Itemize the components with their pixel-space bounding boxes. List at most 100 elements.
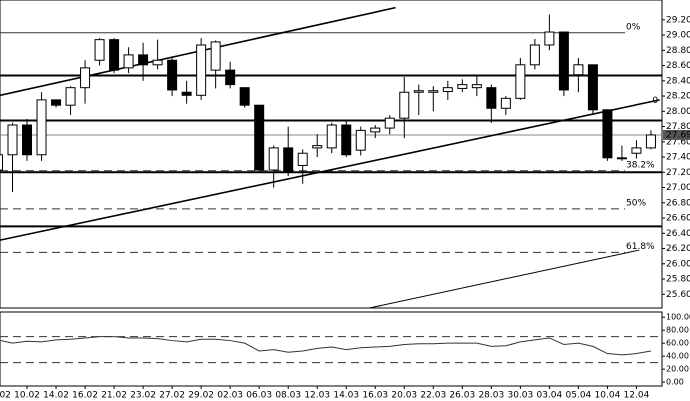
last-price-label: 27.69 <box>666 130 690 140</box>
y-tick-label: 28.00 <box>666 107 690 117</box>
x-tick-label: 26.03 <box>449 391 475 401</box>
y-tick-label: 29.20 <box>666 15 690 25</box>
y-tick-label: 27.60 <box>666 137 690 147</box>
x-tick-label: 05.04 <box>566 391 592 401</box>
candle-body <box>297 152 308 166</box>
trend-line <box>0 99 660 241</box>
candle-body <box>138 54 149 66</box>
fib-label: 50% <box>626 198 646 208</box>
y-tick-label: 27.40 <box>666 153 690 163</box>
last-price-box <box>663 129 690 140</box>
candle-body <box>0 154 3 171</box>
candle-body <box>109 39 120 71</box>
axes: 25.60 25.80 26.00 26.20 26.40 26.60 26.80 27.00… <box>0 15 690 401</box>
candle-body <box>573 64 584 76</box>
y-tick-label: 20.00 <box>666 365 689 374</box>
candle-body <box>486 87 497 109</box>
candle-body <box>312 145 323 149</box>
candle-body <box>355 129 366 151</box>
candle-body <box>544 31 555 46</box>
x-tick-label: 30.03 <box>507 391 533 401</box>
y-tick-label: 60.00 <box>666 339 689 348</box>
candle-body <box>529 44 540 66</box>
annotation: 0 <box>652 96 658 106</box>
candle-body <box>645 134 656 149</box>
x-tick-label: 14.02 <box>43 391 69 401</box>
candle-body <box>94 39 105 61</box>
candle-body <box>65 87 76 106</box>
candle-body <box>239 87 250 106</box>
y-tick-label: 28.20 <box>666 92 690 102</box>
y-tick-label: 26.00 <box>666 259 690 269</box>
candle-body <box>80 67 91 89</box>
fib-label: 38.2% <box>626 160 655 170</box>
y-tick-label: 28.80 <box>666 46 690 56</box>
candle-body <box>123 54 134 69</box>
x-tick-label: 23.02 <box>130 391 156 401</box>
candle-body <box>341 124 352 156</box>
x-tick-label: 22.03 <box>420 391 446 401</box>
x-tick-label: 27.02 <box>159 391 185 401</box>
candle-body <box>370 127 381 133</box>
candle-body <box>51 99 62 106</box>
x-tick-label: 16.02 <box>72 391 98 401</box>
y-tick-label: 27.20 <box>666 168 690 178</box>
main-panel <box>0 0 663 309</box>
candle-body <box>254 104 265 171</box>
x-tick-label: 12.04 <box>624 391 650 401</box>
y-tick-label: 27.80 <box>666 122 690 132</box>
y-tick-label: 0.00 <box>666 378 684 387</box>
candle-body <box>602 109 613 159</box>
candle-body <box>22 124 33 156</box>
rsi-plot <box>0 336 662 364</box>
trend-line <box>369 249 640 308</box>
y-tick-label: 26.60 <box>666 214 690 224</box>
candle-body <box>471 84 482 89</box>
y-tick-label: 25.60 <box>666 290 690 300</box>
x-tick-label: 16.03 <box>362 391 388 401</box>
candle-body <box>167 59 178 91</box>
candle-body <box>457 84 468 89</box>
x-tick-label: 08.03 <box>275 391 301 401</box>
x-tick-label: 28.03 <box>478 391 504 401</box>
x-tick-label: 10.04 <box>595 391 621 401</box>
candle-body <box>210 41 221 71</box>
candle-body <box>36 99 47 156</box>
y-tick-label: 28.60 <box>666 61 690 71</box>
x-tick-label: 14.03 <box>333 391 359 401</box>
candle-body <box>558 31 569 91</box>
candle-body <box>413 90 424 93</box>
candle-body <box>152 59 163 66</box>
y-tick-label: 27.00 <box>666 183 690 193</box>
y-tick-label: 28.40 <box>666 76 690 86</box>
y-tick-label: 26.20 <box>666 244 690 254</box>
x-tick-label: 12.03 <box>304 391 330 401</box>
candle-body <box>225 69 236 86</box>
y-tick-label: 26.40 <box>666 229 690 239</box>
x-tick-label: 20.03 <box>391 391 417 401</box>
x-tick-label: 10.02 <box>14 391 40 401</box>
candle-body <box>515 64 526 99</box>
x-tick-label: 06.03 <box>246 391 272 401</box>
y-tick-label: 100.00 <box>666 313 690 322</box>
x-tick-label: 21.02 <box>101 391 127 401</box>
candle-body <box>268 147 279 171</box>
candle-body <box>196 44 207 96</box>
x-tick-label: 29.02 <box>188 391 214 401</box>
candle-body <box>384 117 395 129</box>
y-tick-label: 26.80 <box>666 198 690 208</box>
candle-body <box>428 90 439 93</box>
rsi-line <box>0 336 652 356</box>
x-tick-label: 03.04 <box>536 391 562 401</box>
y-tick-label: 25.80 <box>666 275 690 285</box>
main-plot: 0% 38.2% 50% 61.8% <box>0 6 662 308</box>
fib-label: 61.8% <box>626 242 655 252</box>
fib-label: 0% <box>626 22 641 32</box>
x-tick-label: 08.02 <box>0 391 11 401</box>
candle-body <box>616 157 627 160</box>
candle-body <box>442 87 453 92</box>
candle-body <box>7 124 18 156</box>
x-tick-label: 02.03 <box>217 391 243 401</box>
candle-body <box>587 64 598 111</box>
